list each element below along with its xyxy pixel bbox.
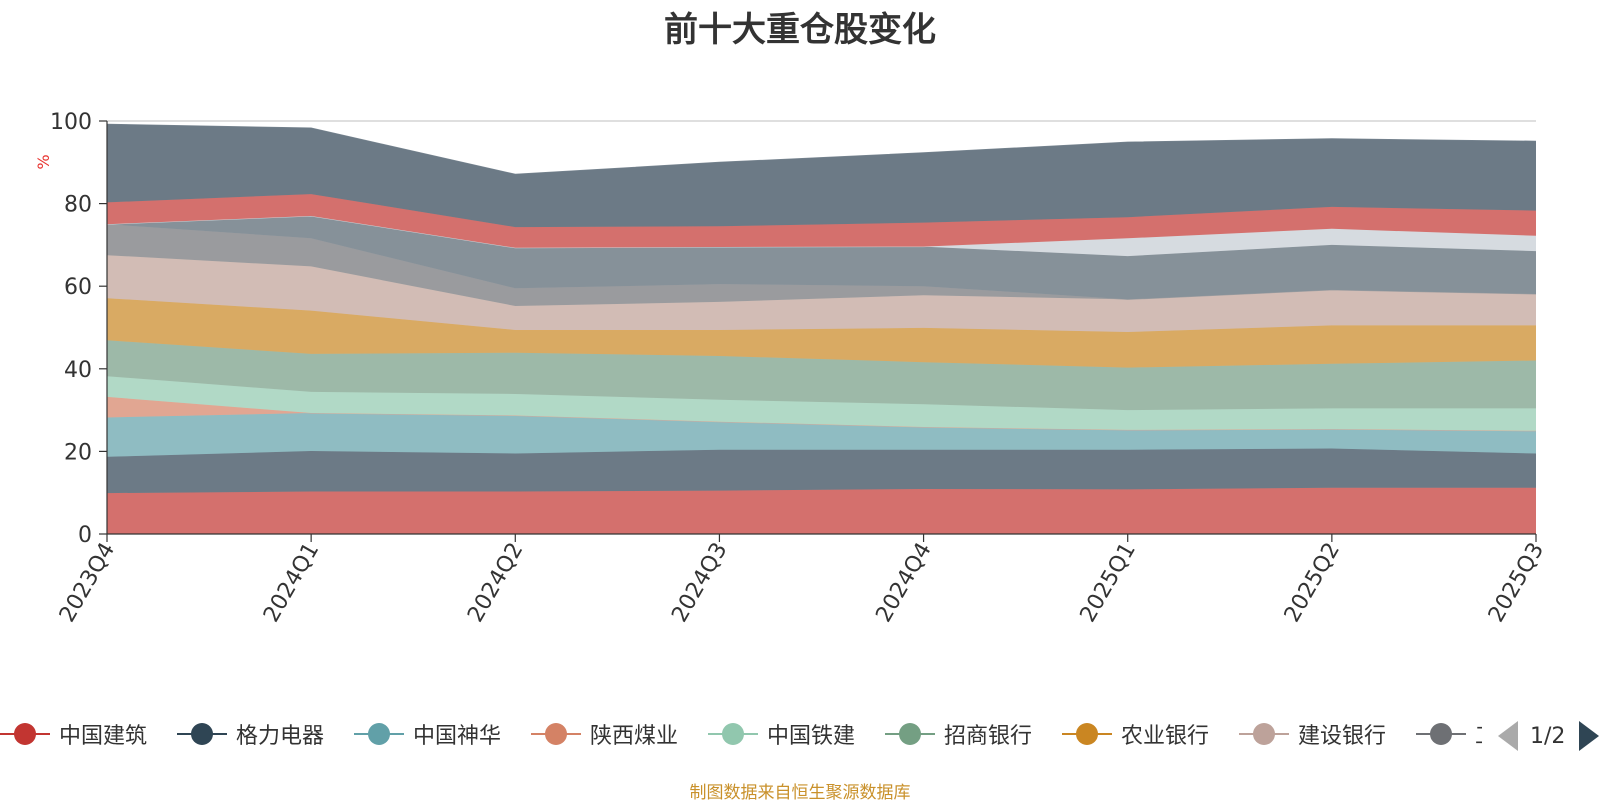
legend-label: 建设银行 [1298, 724, 1387, 749]
x-tick-label: 2024Q1 [259, 539, 324, 627]
source-note: 制图数据来自恒生聚源数据库 [689, 783, 911, 803]
legend-marker-icon [1239, 718, 1289, 750]
area-series [107, 487, 1536, 534]
area-layer [106, 123, 1537, 534]
legend-marker-icon [708, 718, 758, 750]
y-tick-label: 100 [50, 110, 92, 135]
legend-label: 中国建筑 [59, 724, 148, 749]
legend-label: 中国铁建 [767, 724, 856, 749]
legend-item[interactable]: 格力电器 [177, 718, 324, 750]
chart-title: 前十大重仓股变化 [664, 10, 936, 50]
legend-items: 中国建筑格力电器中国神华陕西煤业中国铁建招商银行农业银行建设银行工商银行交通银行 [0, 718, 1482, 754]
legend-label: 格力电器 [236, 724, 325, 749]
legend-item[interactable]: 陕西煤业 [531, 718, 678, 750]
y-tick-label: 0 [78, 523, 92, 548]
legend-item[interactable]: 建设银行 [1239, 718, 1386, 750]
legend-label: 工商银行 [1475, 718, 1482, 750]
legend-marker-icon [1062, 718, 1112, 750]
y-tick-label: 60 [64, 275, 92, 300]
area-series [107, 194, 1536, 248]
page-indicator: 1/2 [1530, 723, 1566, 749]
legend-label: 农业银行 [1121, 724, 1210, 749]
legend-marker-icon [531, 718, 581, 750]
y-tick-label: 20 [64, 440, 92, 465]
x-tick-label: 2023Q4 [55, 539, 120, 627]
area-series [107, 448, 1536, 494]
y-axis-label: % [34, 154, 53, 169]
legend-item[interactable]: 中国建筑 [0, 718, 147, 750]
series-line [106, 123, 1537, 175]
series-line [106, 297, 1536, 333]
area-series [107, 298, 1536, 368]
legend-item[interactable]: 中国铁建 [708, 718, 855, 750]
area-series [107, 413, 1536, 457]
legend-marker-icon [0, 718, 50, 750]
area-series [107, 124, 1536, 228]
y-tick-label: 40 [64, 358, 92, 383]
legend-item[interactable]: 招商银行 [885, 718, 1032, 750]
legend-label: 招商银行 [944, 724, 1033, 749]
legend-item[interactable]: 工商银行 [1416, 718, 1482, 750]
legend: 中国建筑格力电器中国神华陕西煤业中国铁建招商银行农业银行建设银行工商银行交通银行 [0, 718, 1600, 754]
area-series [107, 376, 1536, 431]
legend-label: 中国神华 [413, 724, 502, 749]
x-tick-label: 2025Q2 [1280, 539, 1345, 627]
legend-pager: 1/2 [1498, 718, 1600, 754]
area-series [107, 340, 1536, 411]
legend-label: 陕西煤业 [590, 724, 679, 749]
y-tick-label: 80 [64, 193, 92, 218]
legend-marker-icon [354, 718, 404, 750]
x-tick-label: 2025Q1 [1076, 539, 1141, 627]
legend-item[interactable]: 农业银行 [1062, 718, 1209, 750]
area-series [107, 216, 1536, 300]
area-series [107, 224, 1536, 306]
x-tick-label: 2024Q3 [667, 539, 732, 627]
x-tick-label: 2024Q2 [463, 539, 528, 627]
x-tick-label: 2024Q4 [871, 539, 936, 627]
area-series [107, 255, 1536, 332]
legend-marker-icon [177, 718, 227, 750]
page-next-icon[interactable] [1579, 721, 1600, 751]
area-series [107, 216, 1536, 257]
stacked-area-chart: 0 20 40 60 80 100 2023Q4 2024Q1 2024Q2 2024Q3 2024… [34, 110, 1549, 627]
legend-marker-icon [1416, 718, 1466, 750]
x-tick-label: 2025Q3 [1484, 539, 1549, 627]
legend-item[interactable]: 中国神华 [354, 718, 501, 750]
legend-marker-icon [885, 718, 935, 750]
page-prev-icon[interactable] [1498, 721, 1518, 751]
